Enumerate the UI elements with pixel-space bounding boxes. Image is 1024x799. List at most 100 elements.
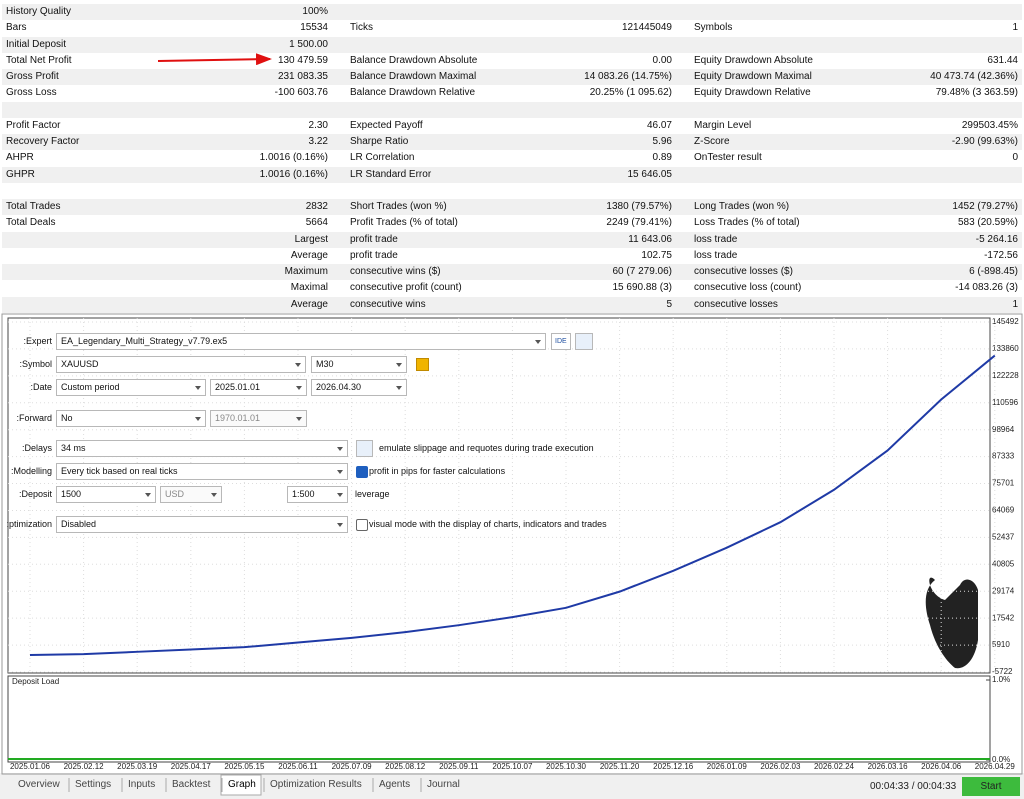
input-field[interactable]: No (56, 410, 206, 427)
report-value: 100% (302, 6, 328, 17)
x-tick-label: 2025.03.19 (117, 762, 158, 771)
input-field[interactable]: IDE (551, 333, 571, 350)
report-label: profit trade (350, 233, 398, 245)
report-value: 15 646.05 (627, 168, 673, 180)
x-tick-label: 2026.02.03 (760, 762, 801, 771)
checkbox[interactable] (356, 519, 368, 531)
dropdown-arrow (145, 493, 151, 497)
input-field[interactable]: 2025.01.01 (210, 379, 307, 396)
input-field[interactable]: Custom period (56, 379, 206, 396)
x-tick-label: 2026.03.16 (868, 762, 909, 771)
y-tick-label: 87333 (992, 452, 1015, 461)
input-field[interactable]: USD (160, 486, 222, 503)
y-tick-label: 122228 (992, 371, 1019, 380)
field-text: 1970.01.01 (215, 413, 261, 423)
x-tick-label: 2025.07.09 (332, 762, 373, 771)
report-value: 15534 (300, 22, 328, 34)
report-label: Sharpe Ratio (350, 136, 409, 147)
row-background (2, 166, 1022, 183)
tab[interactable]: Backtest (172, 779, 211, 790)
report-label: OnTester result (694, 152, 762, 164)
dropdown-arrow (296, 417, 302, 421)
report-label: Equity Drawdown Absolute (694, 54, 813, 66)
tab-bar (0, 773, 1024, 799)
field-note: emulate slippage and requotes during tra… (379, 443, 594, 453)
y-tick-label: 5910 (992, 640, 1010, 649)
tab[interactable]: Inputs (128, 779, 156, 790)
tab[interactable]: Graph (228, 779, 256, 790)
tab[interactable]: Journal (427, 779, 460, 790)
field-note: visual mode with the display of charts, … (369, 519, 607, 529)
input-field[interactable]: Disabled (56, 516, 348, 533)
input-field[interactable]: 1:500 (287, 486, 348, 503)
report-label: Initial Deposit (6, 38, 67, 50)
input-field[interactable]: M30 (311, 356, 407, 373)
field-label: ptimization: (6, 519, 52, 529)
x-tick-label: 2026.01.09 (707, 762, 748, 771)
tab[interactable]: Agents (379, 779, 411, 790)
field-text: 2026.04.30 (316, 382, 362, 392)
x-tick-label: 2025.12.16 (653, 762, 694, 771)
timer: 00:04:33 / 00:04:33 (870, 781, 957, 792)
start-button[interactable] (962, 777, 1020, 796)
report-value: 1.0016 (0.16%) (259, 152, 328, 164)
report-label: Gross Profit (6, 71, 59, 82)
input-field[interactable]: 2026.04.30 (311, 379, 407, 396)
y-tick-label: 110596 (992, 398, 1019, 407)
row-background (2, 36, 1022, 53)
report-value: 231 083.35 (277, 71, 328, 82)
report-label: Profit Factor (6, 119, 61, 131)
report-value: Maximum (284, 266, 328, 277)
input-field[interactable]: 1500 (56, 486, 156, 503)
input-field[interactable]: EA_Legendary_Multi_Strategy_v7.79.ex5 (56, 333, 546, 350)
report-value: 79.48% (3 363.59) (935, 87, 1018, 99)
report-value: 299503.45% (961, 119, 1018, 131)
y-tick-label: 40805 (992, 559, 1015, 568)
y-tick-label: 133860 (992, 344, 1019, 353)
report-value: 40 473.74 (42.36%) (930, 71, 1018, 82)
report-label: consecutive losses ($) (694, 266, 793, 277)
report-label: Long Trades (won %) (694, 201, 790, 212)
input-field[interactable]: 34 ms (56, 440, 348, 457)
report-value: 121445049 (621, 22, 672, 34)
field-text: 1500 (61, 489, 82, 499)
field-label: Forward: (16, 413, 52, 423)
x-tick-label: 2025.10.30 (546, 762, 587, 771)
report-value: -2.90 (99.63%) (951, 136, 1018, 147)
field-text: IDE (555, 338, 567, 345)
y-tick-label: 17542 (992, 613, 1015, 622)
dropdown-arrow (195, 417, 201, 421)
row-background (2, 69, 1022, 85)
x-tick-label: 2026.04.06 (921, 762, 962, 771)
row-background (2, 4, 1022, 20)
field-label: Date: (30, 382, 52, 392)
report-label: Balance Drawdown Maximal (350, 71, 477, 82)
input-field[interactable]: XAUUSD (56, 356, 306, 373)
row-background (2, 134, 1022, 150)
report-value: -14 083.26 (3) (955, 282, 1018, 294)
dropdown-arrow (337, 447, 343, 451)
field-label: Expert: (23, 336, 52, 346)
report-label: Symbols (694, 22, 733, 34)
report-value: 0.00 (652, 54, 672, 66)
report-value: 1380 (79.57%) (606, 201, 672, 212)
y-tick-label: 29174 (992, 586, 1015, 595)
slippage-icon (356, 440, 373, 457)
report-value: 1452 (79.27%) (952, 201, 1018, 212)
tab[interactable]: Overview (18, 779, 60, 790)
input-field[interactable]: 1970.01.01 (210, 410, 307, 427)
x-tick-label: 2025.11.20 (600, 762, 640, 771)
report-value: 6 (-898.45) (969, 266, 1018, 277)
field-label: Delays: (21, 443, 52, 453)
x-tick-label: 2025.04.17 (171, 762, 212, 771)
input-field[interactable]: Every tick based on real ticks (56, 463, 348, 480)
report-value: Largest (294, 233, 328, 245)
report-value: 130 479.59 (277, 54, 328, 66)
start-label[interactable]: Start (980, 781, 1001, 792)
bull-logo (925, 577, 978, 669)
tab[interactable]: Optimization Results (270, 779, 362, 790)
tab[interactable]: Settings (75, 779, 112, 790)
report-label: Balance Drawdown Relative (350, 87, 476, 99)
report-label: Expected Payoff (350, 119, 423, 131)
checkbox[interactable] (356, 466, 368, 478)
